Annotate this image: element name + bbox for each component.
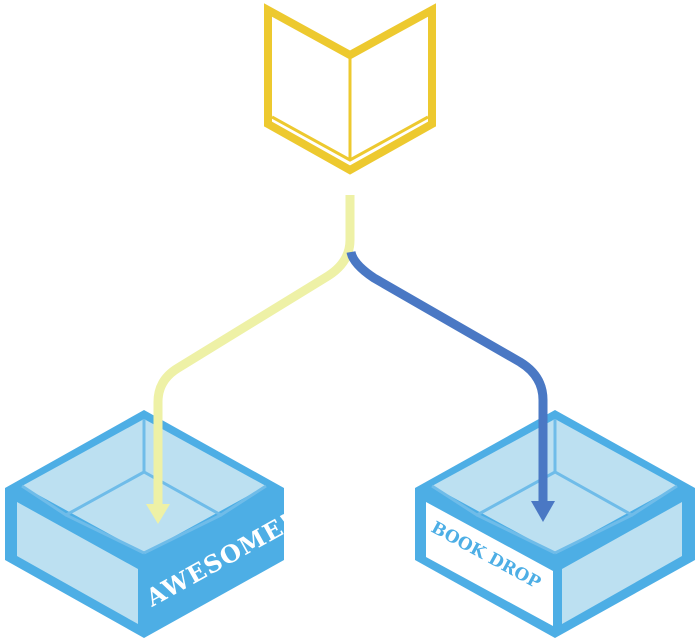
path-to-awesome [146, 195, 355, 524]
open-book-icon [264, 3, 436, 175]
arrow-down-icon [531, 501, 555, 522]
book-drop-box [415, 410, 695, 638]
book-drop-label-plate [426, 502, 553, 626]
arrow-down-icon [146, 504, 170, 524]
path-to-book-drop [346, 250, 555, 522]
awesome-box [5, 410, 284, 638]
